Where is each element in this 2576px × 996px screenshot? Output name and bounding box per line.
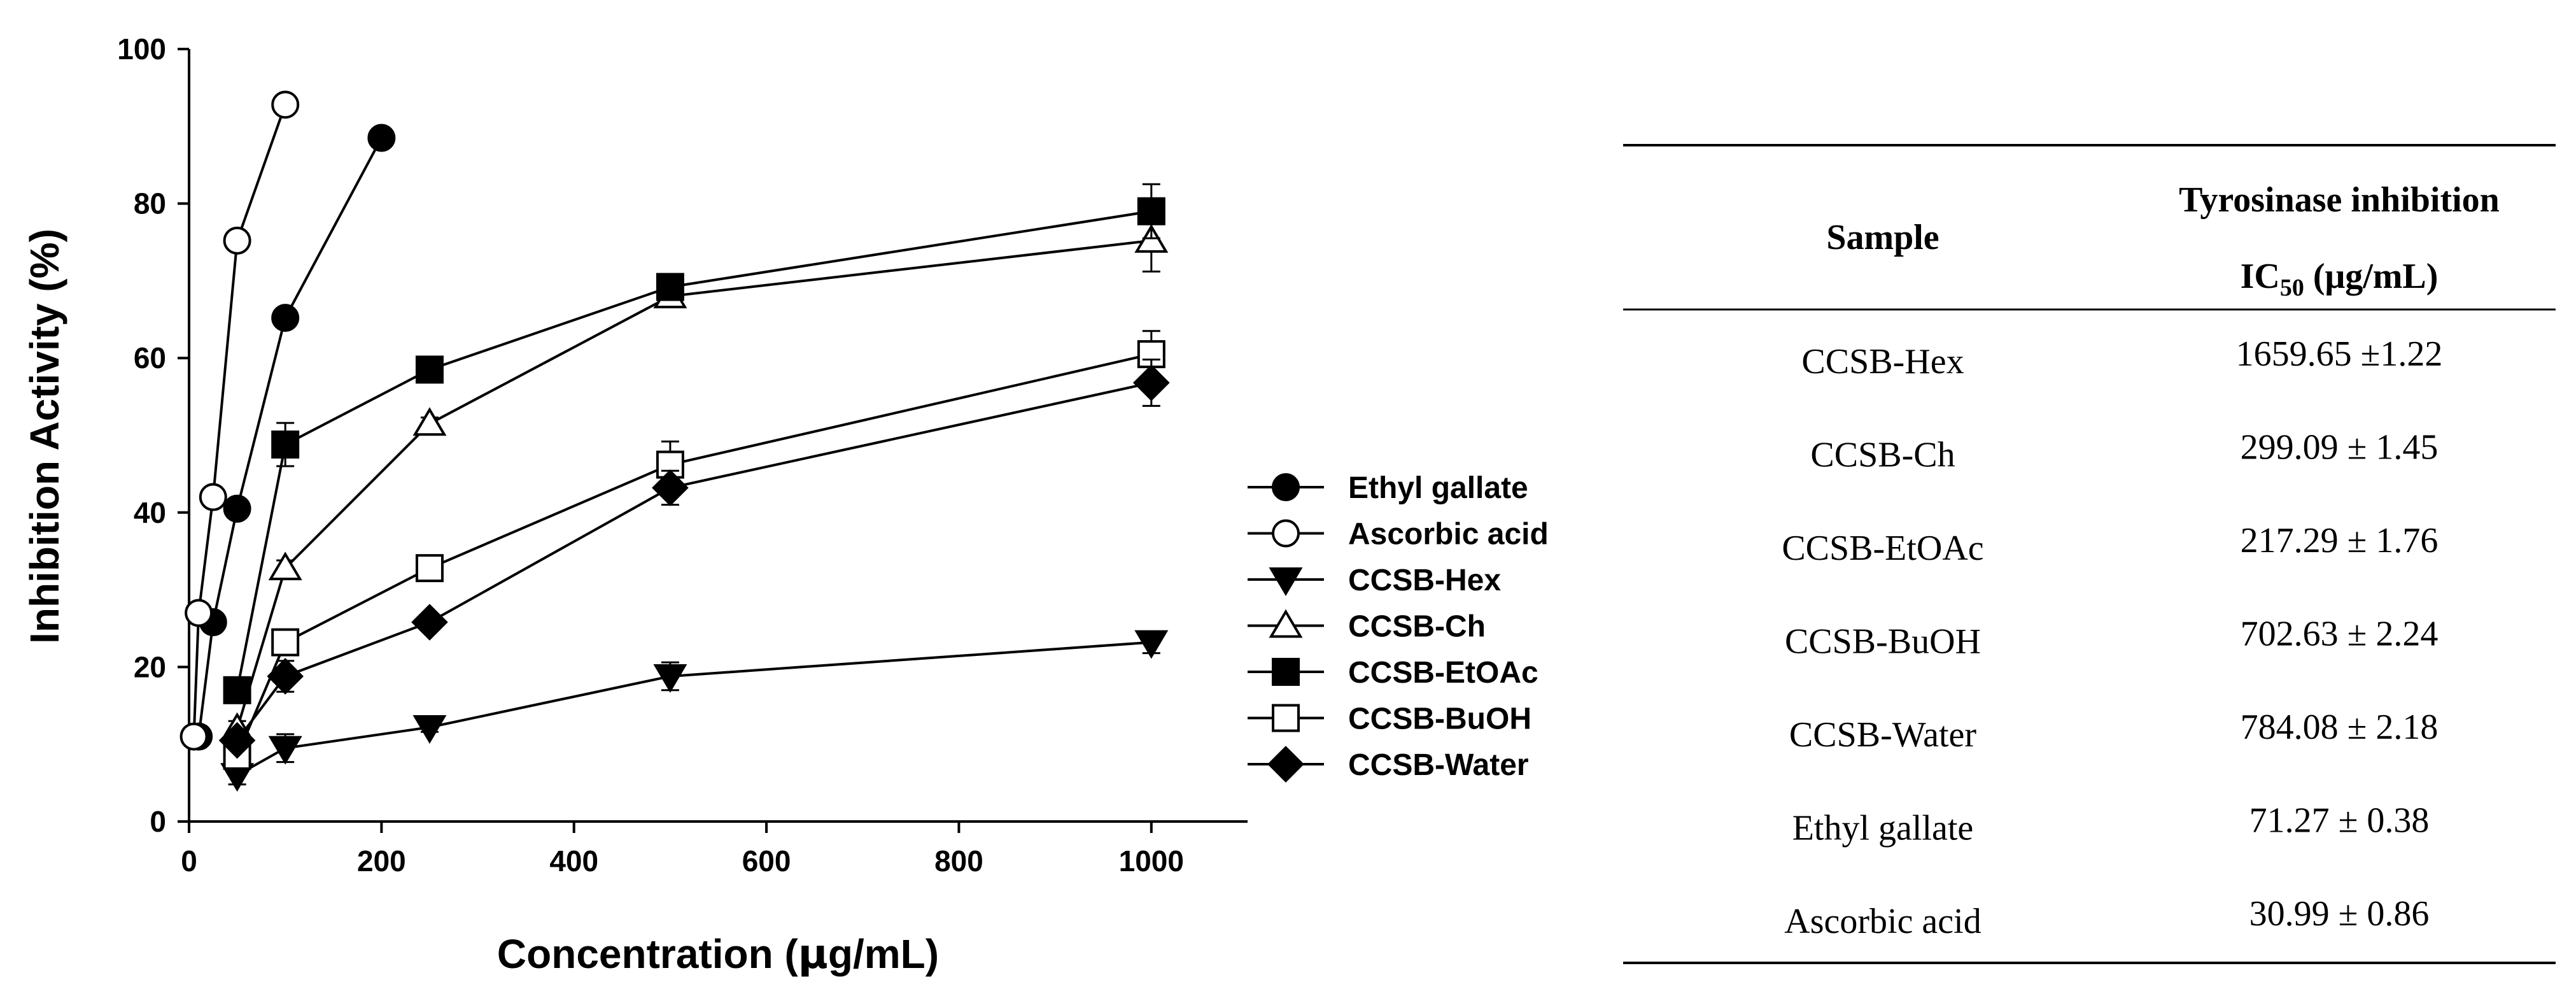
data-point [271,304,300,332]
data-point [268,551,302,581]
series-line [236,641,1151,776]
legend-entry: CCSB-BuOH [1348,702,1531,736]
data-point [1134,630,1169,659]
series-line [236,353,1152,757]
data-point [199,483,227,511]
legend-marker [1269,609,1303,638]
data-point [185,599,213,627]
y-tick-label: 0 [150,805,166,838]
data-point [218,722,256,759]
x-tick-label: 400 [549,844,598,878]
x-tick-label: 800 [934,844,983,878]
x-tick-label: 600 [742,844,791,878]
table-cell-sample: CCSB-Ch [1810,436,1955,475]
legend: Ethyl gallate Ascorbic acid CCSB-Hex CCSB-C… [1248,471,1549,783]
data-point [223,676,251,704]
data-point [267,658,304,695]
x-tick-label: 0 [181,844,197,878]
table-header-tyrosinase: Tyrosinase inhibition [2179,180,2500,220]
data-point [367,124,396,152]
legend-entry: Ascorbic acid [1348,518,1549,551]
y-tick-label: 100 [117,32,166,66]
series-line [236,239,1152,730]
legend-marker [1272,658,1300,686]
table-cell-ic50: 71.27 ± 0.38 [2249,801,2430,841]
y-axis-label: Inhibition Activity (%) [22,229,67,644]
table-cell-sample: Ascorbic acid [1784,902,1981,941]
data-point [412,407,447,436]
table-cell-ic50: 30.99 ± 0.86 [2249,894,2430,934]
data-point [656,273,684,301]
data-point [653,664,687,693]
y-tick-label: 80 [134,187,166,220]
legend-marker [1272,473,1300,501]
x-tick-label: 200 [357,844,406,878]
line-chart: 0 200 400 600 800 1000 0 20 40 60 80 100 Inhibition… [22,32,1248,978]
legend-entry: CCSB-Ch [1348,610,1486,644]
table-cell-sample: Ethyl gallate [1792,809,1974,848]
table-cell-ic50: 702.63 ± 2.24 [2241,615,2439,654]
series-line [236,210,1152,691]
x-tick-label: 1000 [1119,844,1184,878]
data-point [652,469,689,506]
data-point [271,628,300,657]
legend-entry: Ethyl gallate [1348,471,1528,505]
table-cell-sample: CCSB-Hex [1801,342,1964,381]
series-line [236,381,1152,741]
table-header-sample: Sample [1826,218,1939,257]
y-tick-label: 60 [134,341,166,374]
legend-entry: CCSB-EtOAc [1348,656,1538,690]
data-point [268,736,302,765]
table-cell-sample: CCSB-Water [1789,715,1976,755]
data-point [271,90,300,119]
legend-entry: CCSB-Water [1348,748,1529,782]
data-point [412,715,447,744]
legend-entry: CCSB-Hex [1348,564,1501,597]
table-cell-sample: CCSB-EtOAc [1782,529,1983,568]
data-point [271,430,300,459]
table-cell-sample: CCSB-BuOH [1785,622,1981,662]
data-point [656,450,684,479]
data-point [415,554,444,583]
data-point [1132,364,1170,401]
data-point [411,604,448,641]
x-axis-label: Concentration (μg/mL) [497,931,939,978]
data-point [415,355,444,384]
y-tick-label: 20 [134,650,166,683]
data-point [1137,197,1165,225]
legend-marker [1272,704,1300,732]
data-point [223,494,251,523]
legend-marker [1267,746,1304,783]
table-cell-ic50: 784.08 ± 2.18 [2241,708,2439,747]
data-point [179,722,208,751]
y-tick-label: 40 [134,496,166,529]
table-header-ic50: IC50 (μg/mL) [2241,257,2439,301]
ic50-table: Sample Tyrosinase inhibition IC50 (μg/mL… [1623,144,2556,964]
table-cell-ic50: 299.09 ± 1.45 [2241,428,2439,467]
legend-marker [1269,567,1303,596]
table-cell-ic50: 217.29 ± 1.76 [2241,521,2439,560]
data-point [223,226,251,255]
legend-marker [1272,519,1300,548]
table-cell-ic50: 1659.65 ±1.22 [2236,334,2443,374]
